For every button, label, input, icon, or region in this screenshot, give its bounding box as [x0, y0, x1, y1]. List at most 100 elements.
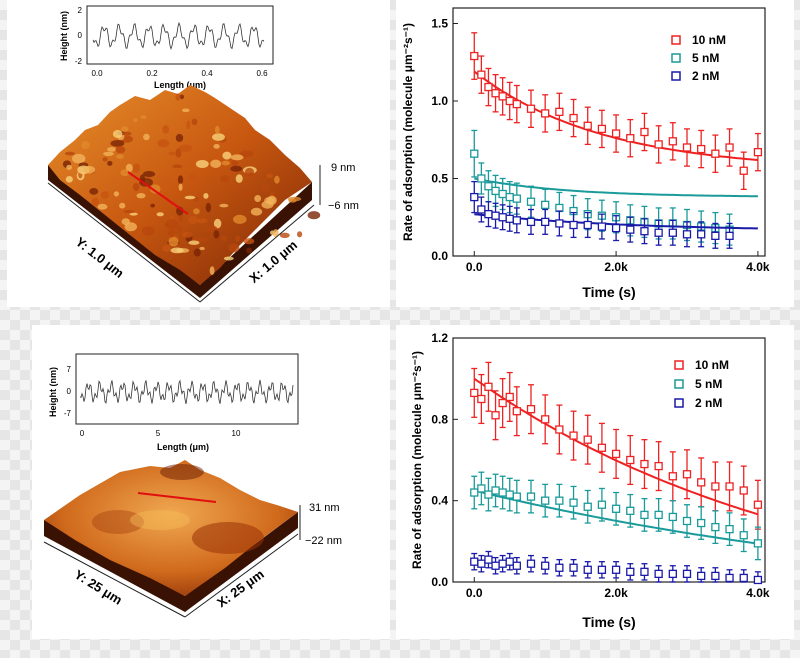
data-point [555, 425, 564, 434]
data-point [668, 569, 677, 579]
data-point [526, 405, 536, 414]
data-point [505, 192, 514, 202]
afm-top-grain [235, 174, 243, 183]
afm-top-grain [233, 214, 247, 224]
data-point [583, 220, 592, 230]
legend-label: 10 nM [692, 33, 726, 47]
afm-top-grain [179, 94, 184, 100]
data-point [541, 561, 550, 570]
legend-marker [674, 379, 684, 389]
data-point [739, 486, 748, 495]
afm-bottom-profile-xtick: 10 [232, 429, 241, 438]
data-point [484, 555, 493, 564]
afm-top-grain [297, 231, 303, 238]
data-point [697, 144, 706, 154]
x-tick-label: 2.0k [604, 260, 628, 274]
data-point [753, 147, 763, 157]
afm-top-grain [246, 247, 252, 254]
legend-label: 5 nM [692, 51, 719, 65]
afm-top-grain [113, 191, 119, 197]
data-point [569, 563, 578, 572]
data-point [753, 539, 763, 548]
afm-top-grain [156, 212, 164, 217]
data-point [470, 557, 479, 566]
y-tick-label: 0.4 [431, 494, 448, 508]
afm-top-grain [220, 175, 230, 183]
afm-bottom-axis-y [43, 541, 186, 618]
afm-bottom-profile-ytick: -7 [64, 409, 72, 418]
afm-top-grain [149, 212, 157, 216]
afm-top-grain [136, 193, 146, 199]
afm-top-grain [97, 203, 108, 210]
data-point [611, 504, 621, 513]
afm-top-grain [129, 212, 138, 216]
afm-top-y-axis-label: Y: 1.0 μm [73, 234, 127, 281]
data-point [498, 92, 507, 101]
afm-top-grain [168, 236, 179, 247]
y-tick-label: 1.5 [431, 17, 448, 31]
afm-top-grain [122, 131, 132, 136]
afm-top-grain [266, 173, 274, 179]
data-point [491, 561, 500, 570]
afm-top-grain [242, 191, 249, 196]
afm-top-grain [188, 215, 198, 224]
afm-top-grain [140, 115, 147, 120]
chart-bottom-frame [452, 337, 766, 583]
data-point [711, 482, 720, 491]
data-point [682, 516, 692, 526]
afm-top-grain [221, 235, 227, 241]
afm-top-surface: 9 nm −6 nm Y: 1.0 μm X: 1.0 μm [47, 85, 359, 303]
afm-top-grain [199, 246, 205, 251]
afm-top-grain [149, 184, 161, 194]
afm-top-profile-xtick: 0.0 [91, 69, 103, 78]
afm-top-profile-ytick: 2 [78, 6, 83, 15]
data-point [597, 443, 607, 452]
afm-top-grain [107, 147, 117, 152]
afm-top-grain [168, 151, 177, 156]
afm-top-grain [170, 247, 184, 254]
afm-top-grain [240, 150, 254, 158]
data-point [725, 573, 734, 583]
data-point [477, 484, 486, 493]
afm-top-grain [142, 226, 155, 236]
data-point [739, 531, 748, 540]
data-point [477, 70, 486, 79]
afm-top-grain [110, 140, 125, 147]
afm-top-grain [222, 151, 232, 160]
afm-bottom-profile-ytick: 7 [67, 365, 72, 374]
afm-top-grain [132, 163, 140, 173]
afm-top-grain [205, 202, 212, 213]
data-point [555, 496, 564, 505]
afm-bottom-profile-ytick: 0 [67, 387, 72, 396]
data-point [668, 512, 677, 522]
data-point [583, 502, 592, 511]
data-point [583, 435, 592, 444]
data-point [697, 518, 706, 528]
data-point [470, 388, 479, 398]
legend-marker [674, 360, 684, 370]
data-point [512, 492, 521, 501]
afm-top-grain [116, 154, 124, 160]
data-point [555, 219, 564, 228]
afm-top-grain [188, 240, 200, 245]
afm-top-grain [139, 178, 154, 187]
data-point [512, 407, 521, 416]
data-point [470, 51, 479, 61]
data-point [739, 573, 748, 583]
data-point [640, 227, 649, 236]
x-tick-label: 0.0 [466, 260, 483, 274]
afm-top-grain [307, 211, 321, 220]
afm-top-profile-ytick: -2 [75, 57, 83, 66]
afm-top-profile-marker [127, 171, 189, 215]
data-point [505, 490, 514, 499]
chart-top-marks [470, 32, 763, 249]
afm-bottom-profile-marker [137, 492, 217, 503]
data-point [477, 205, 486, 214]
legend-marker [671, 35, 681, 45]
data-point [569, 220, 578, 230]
afm-top-grain [107, 160, 113, 166]
afm-top-grain [164, 222, 170, 228]
data-point [611, 449, 621, 459]
y-tick-label: 0.8 [431, 412, 448, 426]
